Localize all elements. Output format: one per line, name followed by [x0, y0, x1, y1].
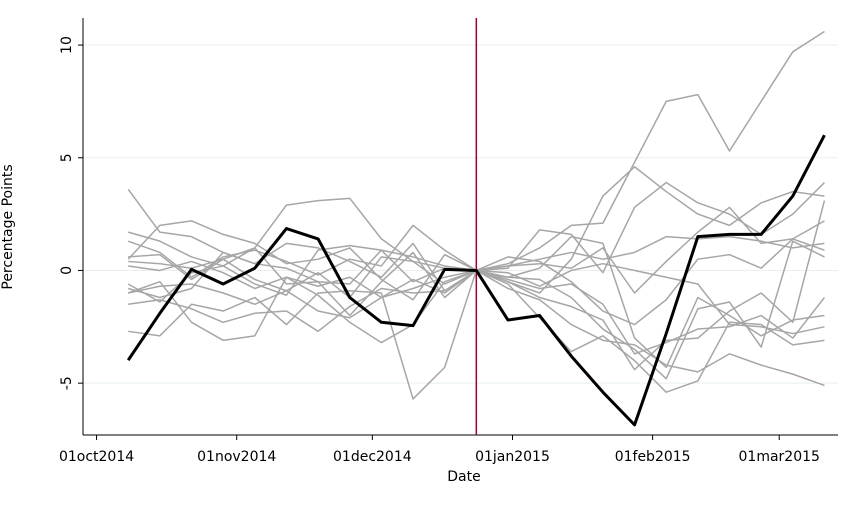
y-tick-label: 10 — [59, 36, 75, 54]
x-tick-label: 01jan2015 — [475, 449, 550, 465]
y-tick-label: 5 — [59, 153, 75, 162]
x-tick-label: 01mar2015 — [739, 449, 820, 465]
x-tick-label: 01oct2014 — [59, 449, 134, 465]
x-axis-title: Date — [447, 469, 480, 485]
x-tick-label: 01feb2015 — [615, 449, 691, 465]
y-tick-label: 0 — [59, 266, 75, 275]
x-tick-label: 01dec2014 — [333, 449, 412, 465]
x-tick-label: 01nov2014 — [197, 449, 276, 465]
y-axis-title: Percentage Points — [0, 164, 16, 289]
series-line — [126, 134, 826, 427]
y-tick-label: -5 — [59, 376, 75, 390]
